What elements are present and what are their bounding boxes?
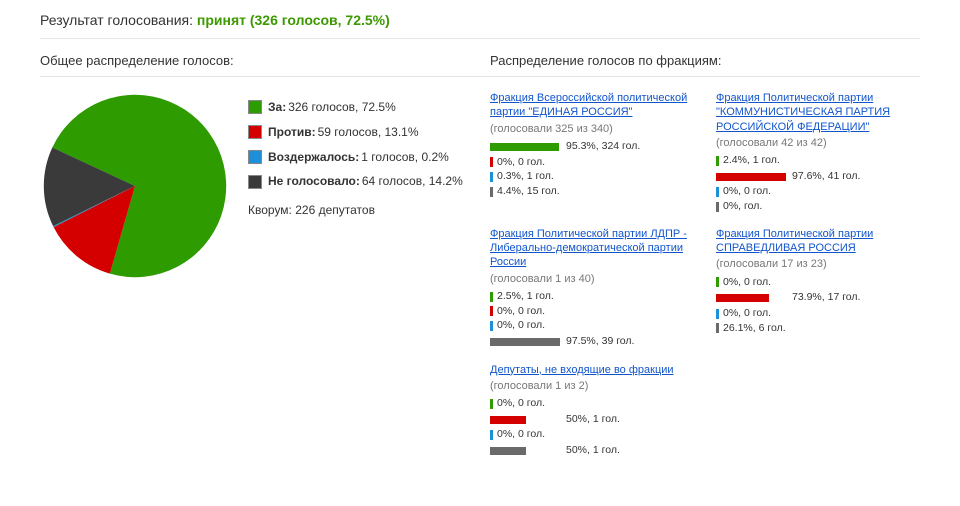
legend-swatch-novote: [248, 175, 262, 189]
faction-bar-abstain: 0.3%, 1 гол.: [490, 170, 692, 184]
overall-title: Общее распределение голосов:: [40, 53, 490, 77]
faction-bar-text: 97.5%, 39 гол.: [566, 335, 634, 349]
legend-label: Не голосовало:: [268, 173, 360, 190]
faction-block: Фракция Всероссийской политической парти…: [490, 91, 692, 215]
legend-row-novote: Не голосовало: 64 голосов, 14.2%: [248, 173, 463, 190]
faction-block: Фракция Политической партии ЛДПР - Либер…: [490, 227, 692, 351]
legend-row-abstain: Воздержалось: 1 голосов, 0.2%: [248, 149, 463, 166]
legend-label: Воздержалось:: [268, 149, 359, 166]
faction-bar-for: 95.3%, 324 гол.: [490, 140, 692, 154]
faction-title-link[interactable]: Фракция Политической партии СПРАВЕДЛИВАЯ…: [716, 227, 918, 256]
faction-bar-for: 0%, 0 гол.: [490, 397, 692, 411]
legend-value: 1 голосов, 0.2%: [361, 149, 449, 166]
faction-bar-text: 2.4%, 1 гол.: [723, 154, 780, 168]
legend-value: 64 голосов, 14.2%: [362, 173, 463, 190]
faction-block: Фракция Политической партии "КОММУНИСТИЧ…: [716, 91, 918, 215]
legend-swatch-abstain: [248, 150, 262, 164]
faction-title-link[interactable]: Фракция Политической партии ЛДПР - Либер…: [490, 227, 692, 270]
legend-value: 59 голосов, 13.1%: [318, 124, 419, 141]
result-header: Результат голосования: принят (326 голос…: [40, 12, 920, 39]
legend-label: Против:: [268, 124, 316, 141]
faction-bar-abstain: 0%, 0 гол.: [490, 428, 692, 442]
faction-bar-text: 0.3%, 1 гол.: [497, 170, 554, 184]
faction-title-link[interactable]: Фракция Политической партии "КОММУНИСТИЧ…: [716, 91, 918, 134]
pie-chart: [40, 91, 230, 281]
faction-bar-novote: 0%, гол.: [716, 200, 918, 214]
faction-subtitle: (голосовали 325 из 340): [490, 122, 692, 136]
faction-bar-text: 0%, гол.: [723, 200, 762, 214]
legend-row-against: Против: 59 голосов, 13.1%: [248, 124, 463, 141]
faction-bar-text: 0%, 0 гол.: [497, 397, 545, 411]
faction-bar-against: 73.9%, 17 гол.: [716, 291, 918, 305]
faction-bar-text: 97.6%, 41 гол.: [792, 170, 860, 184]
faction-subtitle: (голосовали 17 из 23): [716, 257, 918, 271]
legend-row-for: За: 326 голосов, 72.5%: [248, 99, 463, 116]
faction-bar-for: 2.4%, 1 гол.: [716, 154, 918, 168]
faction-bar-novote: 50%, 1 гол.: [490, 444, 692, 458]
faction-bar-novote: 4.4%, 15 гол.: [490, 185, 692, 199]
faction-bar-text: 2.5%, 1 гол.: [497, 290, 554, 304]
faction-block: Депутаты, не входящие во фракции (голосов…: [490, 363, 692, 460]
faction-bar-against: 50%, 1 гол.: [490, 413, 692, 427]
result-label: Результат голосования:: [40, 12, 193, 28]
faction-bar-text: 50%, 1 гол.: [566, 444, 620, 458]
faction-bar-text: 50%, 1 гол.: [566, 413, 620, 427]
faction-bar-text: 0%, 0 гол.: [497, 156, 545, 170]
faction-bar-text: 0%, 0 гол.: [723, 276, 771, 290]
legend-swatch-against: [248, 125, 262, 139]
faction-bar-text: 4.4%, 15 гол.: [497, 185, 560, 199]
result-value: принят (326 голосов, 72.5%): [197, 12, 390, 28]
faction-bar-novote: 26.1%, 6 гол.: [716, 322, 918, 336]
faction-bar-novote: 97.5%, 39 гол.: [490, 335, 692, 349]
legend-label: За:: [268, 99, 286, 116]
faction-bar-text: 0%, 0 гол.: [723, 307, 771, 321]
faction-bar-abstain: 0%, 0 гол.: [716, 307, 918, 321]
faction-title-link[interactable]: Фракция Всероссийской политической парти…: [490, 91, 692, 120]
faction-block: Фракция Политической партии СПРАВЕДЛИВАЯ…: [716, 227, 918, 351]
faction-bar-text: 0%, 0 гол.: [723, 185, 771, 199]
faction-bar-for: 0%, 0 гол.: [716, 276, 918, 290]
faction-title-link[interactable]: Депутаты, не входящие во фракции: [490, 363, 692, 377]
faction-bar-against: 0%, 0 гол.: [490, 305, 692, 319]
faction-subtitle: (голосовали 1 из 2): [490, 379, 692, 393]
faction-bar-abstain: 0%, 0 гол.: [490, 319, 692, 333]
faction-bar-text: 73.9%, 17 гол.: [792, 291, 860, 305]
faction-bar-text: 95.3%, 324 гол.: [566, 140, 640, 154]
faction-bar-against: 0%, 0 гол.: [490, 156, 692, 170]
faction-subtitle: (голосовали 1 из 40): [490, 272, 692, 286]
faction-bar-abstain: 0%, 0 гол.: [716, 185, 918, 199]
faction-bar-against: 97.6%, 41 гол.: [716, 170, 918, 184]
legend: За: 326 голосов, 72.5% Против: 59 голосов…: [248, 91, 463, 219]
quorum-text: Кворум: 226 депутатов: [248, 202, 463, 219]
legend-value: 326 голосов, 72.5%: [288, 99, 396, 116]
faction-subtitle: (голосовали 42 из 42): [716, 136, 918, 150]
legend-swatch-for: [248, 100, 262, 114]
faction-bar-for: 2.5%, 1 гол.: [490, 290, 692, 304]
faction-bar-text: 0%, 0 гол.: [497, 305, 545, 319]
factions-list: Фракция Всероссийской политической парти…: [490, 91, 920, 460]
faction-bar-text: 0%, 0 гол.: [497, 319, 545, 333]
faction-bar-text: 26.1%, 6 гол.: [723, 322, 786, 336]
faction-bar-text: 0%, 0 гол.: [497, 428, 545, 442]
factions-title: Распределение голосов по фракциям:: [490, 53, 920, 77]
